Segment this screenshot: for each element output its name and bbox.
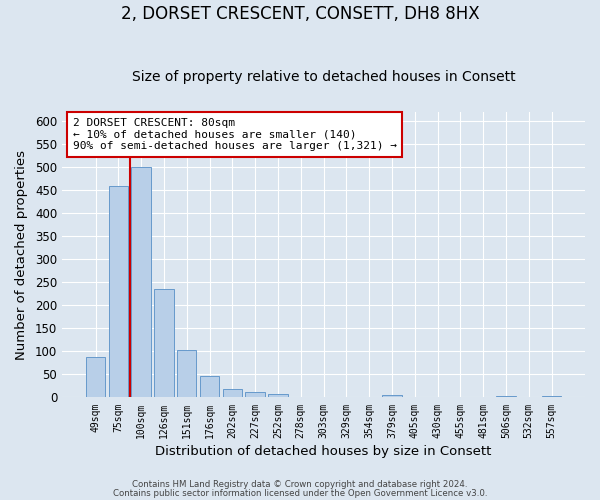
Bar (496, 396, 515, 398)
Text: 2 DORSET CRESCENT: 80sqm
← 10% of detached houses are smaller (140)
90% of semi-: 2 DORSET CRESCENT: 80sqm ← 10% of detach… (73, 118, 397, 151)
Bar (382, 395, 401, 398)
Text: 2, DORSET CRESCENT, CONSETT, DH8 8HX: 2, DORSET CRESCENT, CONSETT, DH8 8HX (121, 5, 479, 23)
Y-axis label: Number of detached properties: Number of detached properties (15, 150, 28, 360)
Bar (131, 168, 151, 398)
X-axis label: Distribution of detached houses by size in Consett: Distribution of detached houses by size … (155, 444, 492, 458)
Bar (268, 394, 287, 398)
Bar (154, 290, 173, 398)
Bar (245, 392, 265, 398)
Bar (542, 396, 561, 398)
Bar (86, 357, 105, 398)
Title: Size of property relative to detached houses in Consett: Size of property relative to detached ho… (132, 70, 515, 85)
Text: Contains public sector information licensed under the Open Government Licence v3: Contains public sector information licen… (113, 488, 487, 498)
Bar (223, 388, 242, 398)
Bar (200, 376, 219, 398)
Bar (177, 350, 196, 398)
Text: Contains HM Land Registry data © Crown copyright and database right 2024.: Contains HM Land Registry data © Crown c… (132, 480, 468, 489)
Bar (109, 186, 128, 398)
